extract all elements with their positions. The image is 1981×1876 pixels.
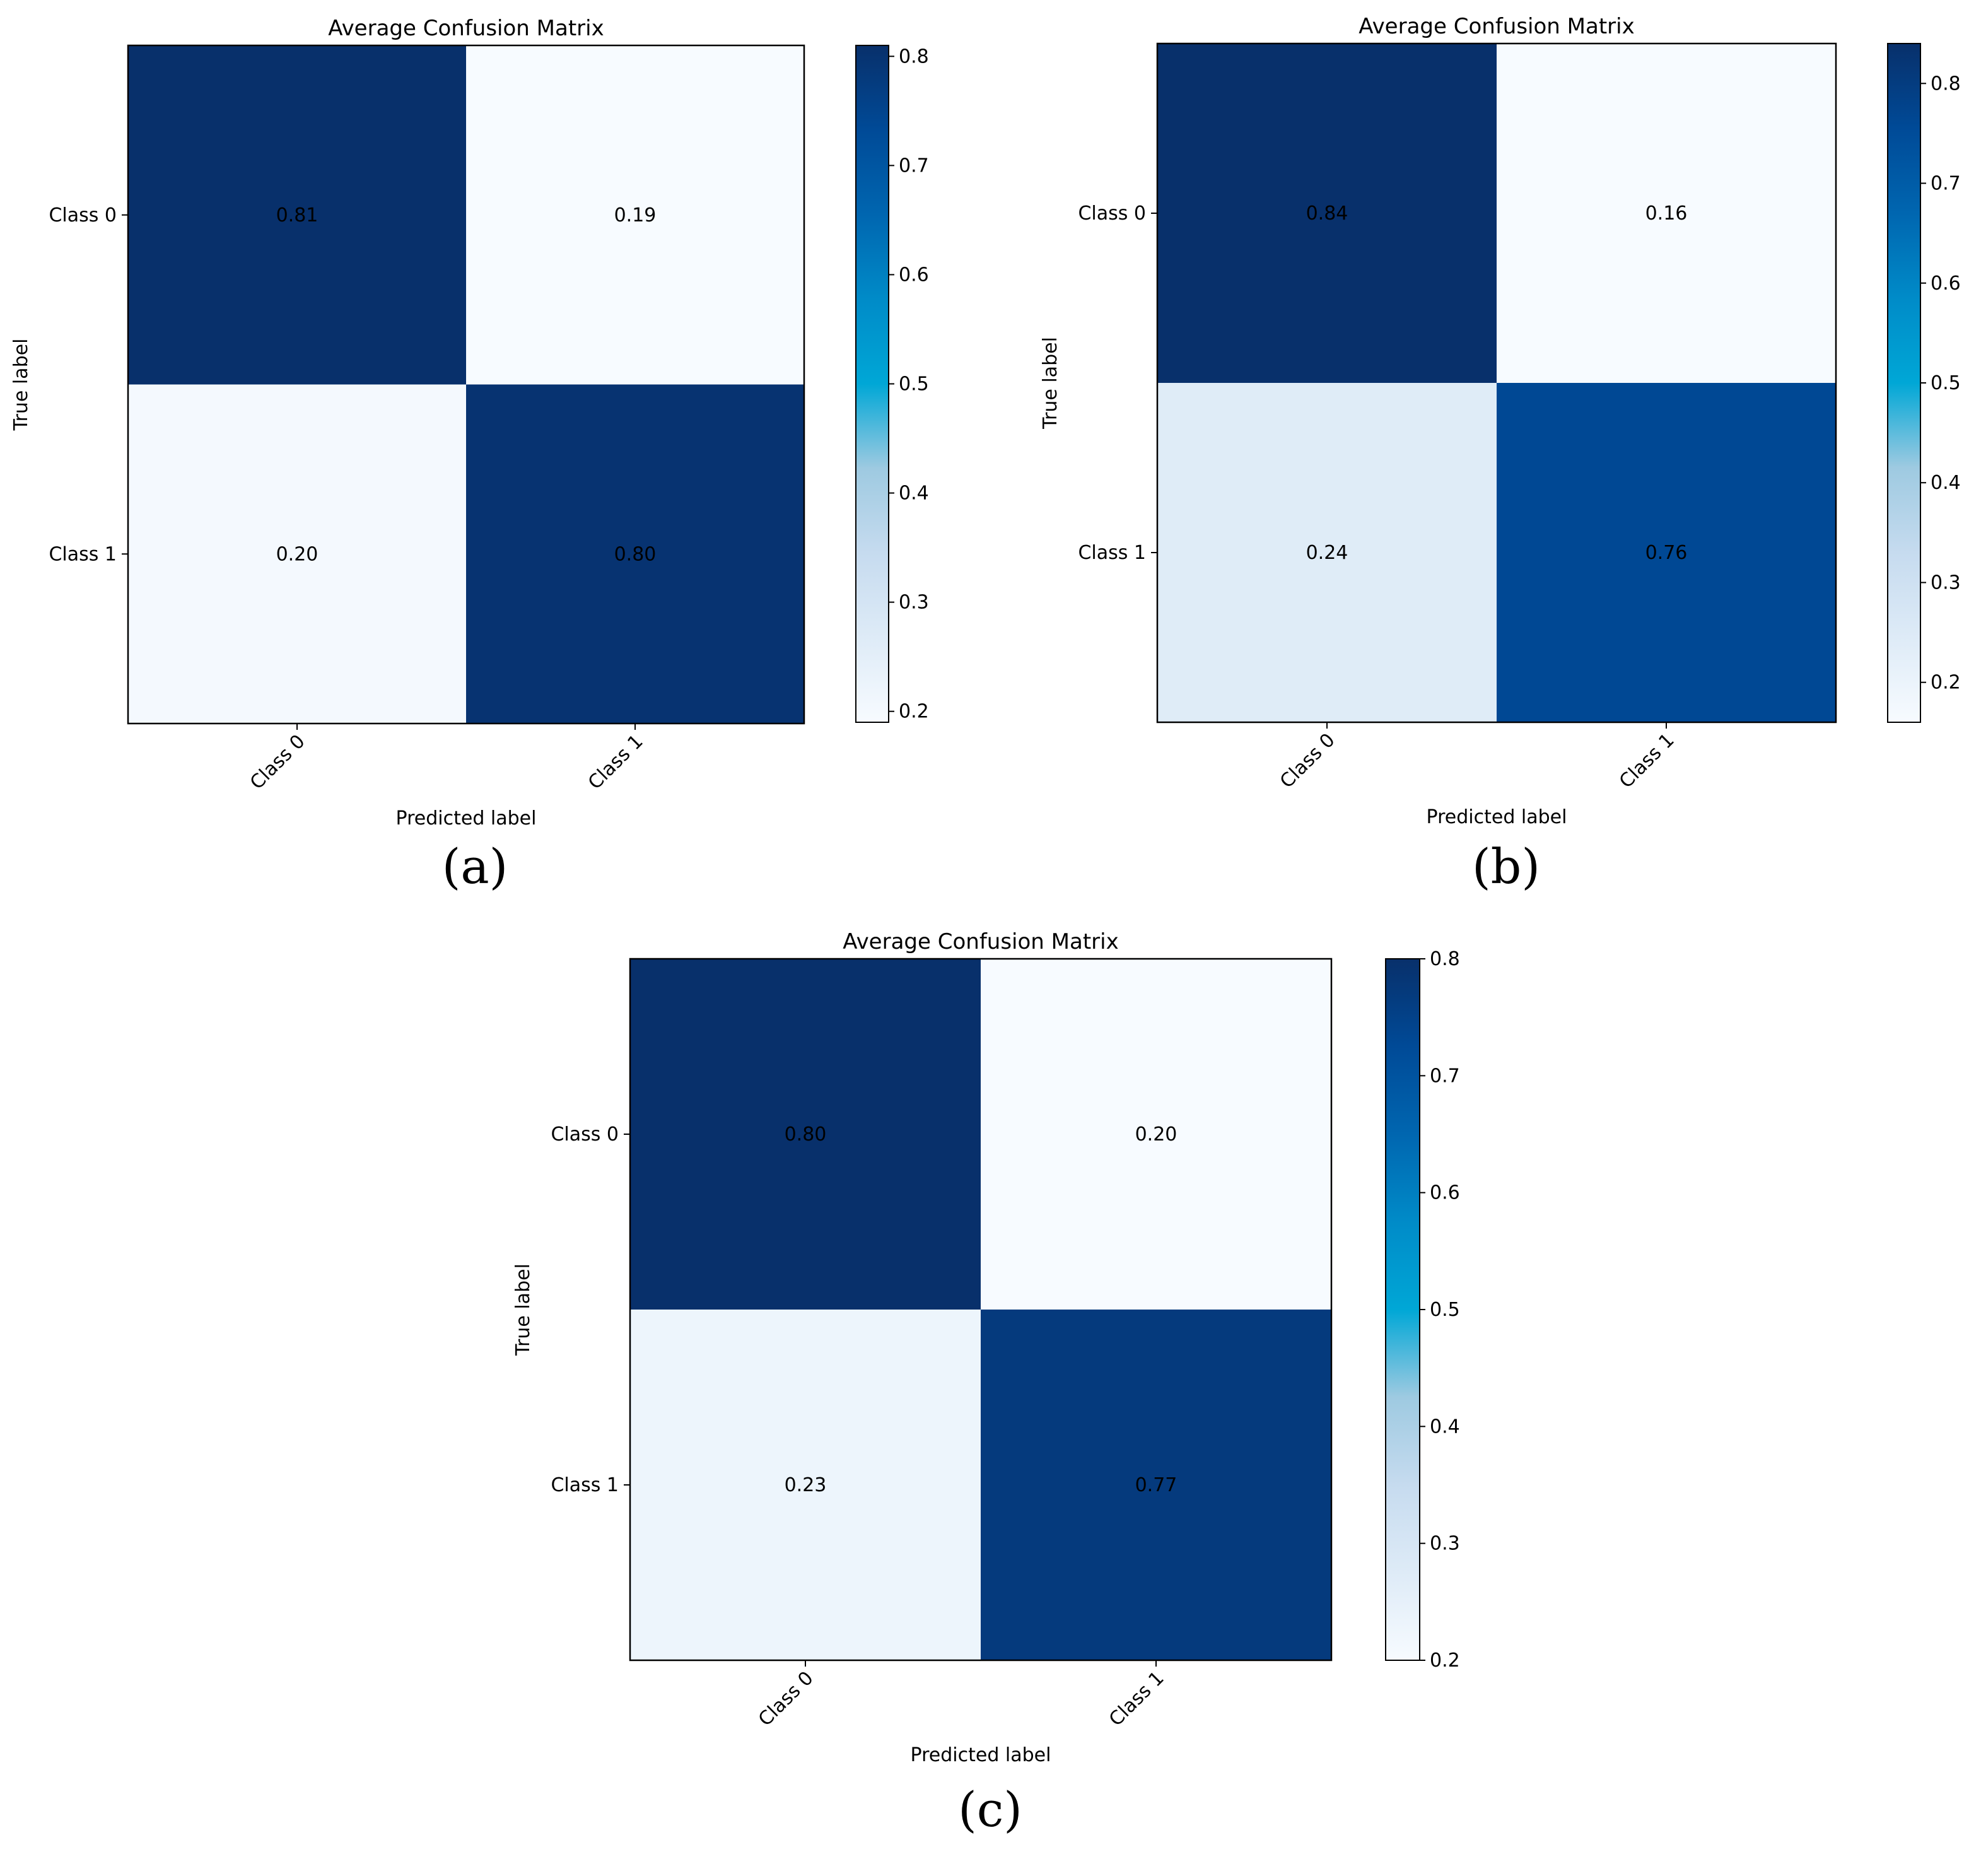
colorbar-tick-label: 0.4	[899, 483, 929, 505]
colorbar-tick-label: 0.8	[899, 45, 929, 67]
y-axis-label: True label	[10, 339, 32, 431]
y-tick-label: Class 1	[1078, 542, 1146, 564]
colorbar-tick-label: 0.3	[1430, 1533, 1460, 1555]
chart-title: Average Confusion Matrix	[843, 929, 1118, 954]
y-tick-label: Class 0	[49, 204, 117, 226]
chart-title: Average Confusion Matrix	[1359, 14, 1634, 39]
matrix-cell	[630, 959, 981, 1310]
matrix-cell	[1157, 44, 1497, 383]
cell-value-label: 0.84	[1306, 202, 1348, 225]
colorbar-tick-label: 0.6	[1430, 1182, 1460, 1204]
colorbar-tick-label: 0.3	[899, 592, 929, 614]
matrix-cell	[1497, 383, 1836, 722]
colorbar-tick-label: 0.3	[1931, 572, 1961, 594]
matrix-frame	[127, 44, 805, 725]
x-axis-label: Predicted label	[396, 807, 537, 830]
panel-label: (b)	[1472, 838, 1540, 894]
matrix-cell	[466, 45, 804, 385]
colorbar-tick-label: 0.5	[1430, 1299, 1460, 1321]
cell-value-label: 0.19	[614, 204, 657, 226]
colorbar-tick-label: 0.8	[1931, 73, 1961, 95]
x-tick-label: Class 0	[754, 1667, 818, 1731]
panel-label: (a)	[442, 838, 508, 894]
colorbar-tick-label: 0.6	[1931, 273, 1961, 295]
matrix-cell	[1157, 383, 1497, 722]
x-axis-label: Predicted label	[911, 1744, 1051, 1766]
matrix-cell	[466, 384, 804, 724]
matrix-frame	[1156, 42, 1837, 724]
x-tick-label: Class 1	[1615, 729, 1679, 793]
colorbar-tick-label: 0.7	[1931, 173, 1961, 195]
cell-value-label: 0.81	[276, 204, 318, 226]
matrix-cell	[981, 1310, 1331, 1660]
chart-title: Average Confusion Matrix	[328, 16, 604, 41]
y-tick-label: Class 1	[49, 543, 117, 565]
matrix-cell	[630, 1310, 981, 1660]
colorbar-tick-label: 0.7	[1430, 1065, 1460, 1087]
cell-value-label: 0.20	[1135, 1123, 1177, 1146]
y-axis-label: True label	[512, 1263, 534, 1356]
colorbar-tick-label: 0.5	[899, 373, 929, 396]
colorbar-tick-label: 0.5	[1931, 372, 1961, 394]
matrix-frame	[629, 958, 1333, 1662]
cell-value-label: 0.23	[785, 1474, 827, 1496]
colorbar-tick-label: 0.6	[899, 264, 929, 286]
x-axis-label: Predicted label	[1427, 806, 1567, 828]
x-tick-label: Class 0	[1276, 729, 1340, 793]
colorbar-tick-label: 0.7	[899, 155, 929, 177]
x-tick-label: Class 0	[246, 730, 310, 794]
matrix-cell	[1497, 44, 1836, 383]
cell-value-label: 0.80	[785, 1123, 827, 1146]
colorbar-tick-label: 0.2	[899, 701, 929, 723]
cell-value-label: 0.20	[276, 543, 318, 565]
matrix-cell	[128, 45, 466, 385]
cell-value-label: 0.77	[1135, 1474, 1177, 1496]
matrix-cell	[981, 959, 1331, 1310]
colorbar	[1887, 43, 1921, 723]
y-tick-label: Class 0	[1078, 202, 1146, 225]
cell-value-label: 0.76	[1645, 542, 1688, 564]
y-axis-label: True label	[1039, 337, 1061, 430]
cell-value-label: 0.80	[614, 543, 657, 565]
cell-value-label: 0.24	[1306, 542, 1348, 564]
colorbar-tick-label: 0.8	[1430, 948, 1460, 970]
x-tick-label: Class 1	[584, 730, 648, 794]
x-tick-label: Class 1	[1105, 1667, 1169, 1731]
colorbar-tick-label: 0.4	[1931, 472, 1961, 494]
colorbar-tick-label: 0.2	[1430, 1650, 1460, 1672]
panel-label: (c)	[958, 1781, 1022, 1838]
y-tick-label: Class 1	[551, 1474, 619, 1496]
matrix-cell	[128, 384, 466, 724]
colorbar-tick-label: 0.2	[1931, 672, 1961, 694]
confusion-matrix-panel-a: 0.81 0.19 0.20 0.80 Average Confusion Matrix…	[10, 16, 929, 894]
colorbar-tick-label: 0.4	[1430, 1416, 1460, 1438]
cell-value-label: 0.16	[1645, 202, 1688, 225]
confusion-matrix-panel-c: 0.80 0.20 0.23 0.77 Average Confusion Matrix…	[512, 929, 1460, 1838]
colorbar	[855, 45, 889, 723]
y-tick-label: Class 0	[551, 1123, 619, 1146]
confusion-matrix-panel-b: 0.84 0.16 0.24 0.76 Average Confusion Matrix…	[1039, 14, 1961, 894]
colorbar	[1385, 958, 1420, 1661]
